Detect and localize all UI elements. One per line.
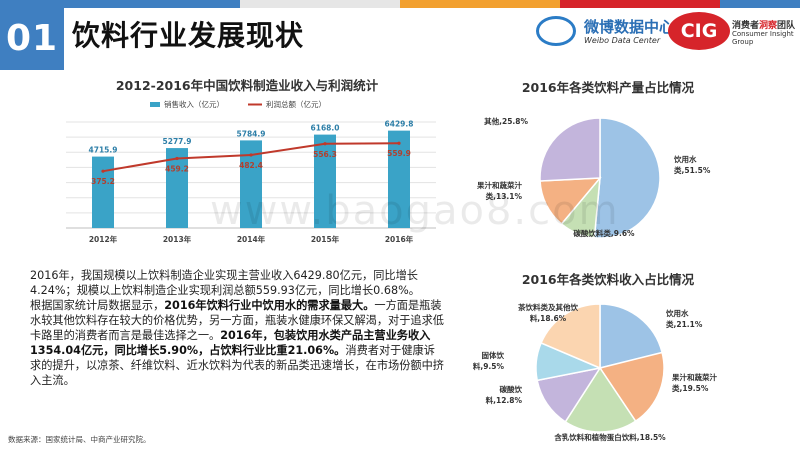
data-label-profit: 559.9 xyxy=(387,149,411,158)
watermark: www.baogao8.com xyxy=(210,188,620,234)
bar-revenue xyxy=(388,130,410,228)
pie-slice-value: 类,51.5% xyxy=(674,165,711,175)
pie-slice xyxy=(593,117,661,239)
body-paragraph-2: 根据国家统计局数据显示，2016年饮料行业中饮用水的需求量最大。一方面是瓶装水较… xyxy=(30,299,444,387)
data-label-revenue: 5277.9 xyxy=(163,137,192,146)
cig-logo-mark: CIG xyxy=(668,12,730,50)
pie-slice-label: 果汁和蔬菜汁 xyxy=(477,180,522,190)
pie-slice-label: 碳酸饮料类,9.6% xyxy=(573,228,635,238)
pie-slice xyxy=(599,303,663,369)
data-label-revenue: 6429.8 xyxy=(385,120,414,129)
data-label-profit: 482.4 xyxy=(239,161,263,170)
bar-revenue xyxy=(166,148,188,228)
legend-swatch-revenue xyxy=(150,102,160,107)
data-label-profit: 375.2 xyxy=(91,177,115,186)
pie-slice-label: 其他,25.8% xyxy=(484,116,528,126)
data-label-profit: 556.3 xyxy=(313,150,337,159)
top-color-bar xyxy=(0,0,800,8)
point-profit xyxy=(249,153,253,157)
bar-revenue xyxy=(314,134,336,228)
pie-slice-value: 料,9.5% xyxy=(473,361,505,371)
pie-slice-value: 类,13.1% xyxy=(486,191,523,201)
legend-label-revenue: 销售收入（亿元） xyxy=(164,99,224,109)
pie-slice-label: 碳酸饮 xyxy=(500,384,523,394)
weibo-logo-name: 微博数据中心 xyxy=(584,18,675,36)
pie-slice xyxy=(598,351,665,423)
pie-slice-label: 固体饮 xyxy=(482,350,505,360)
pie-slice-label: 含乳饮料和植物蛋白饮料,18.5% xyxy=(554,432,666,442)
pie-slice xyxy=(564,366,637,433)
bar-revenue xyxy=(92,156,114,228)
data-label-revenue: 5784.9 xyxy=(237,129,266,138)
pie-slice-label: 茶饮料类及其他饮 xyxy=(517,302,578,312)
weibo-logo-icon xyxy=(536,16,576,46)
point-profit xyxy=(397,141,401,145)
legend-label-profit: 利润总额（亿元） xyxy=(266,99,326,109)
point-profit xyxy=(101,169,105,173)
data-label-revenue: 6168.0 xyxy=(311,124,340,133)
pie-slice-value: 类,19.5% xyxy=(672,383,709,393)
pie-slice-value: 类,21.1% xyxy=(666,319,703,329)
cig-logo: CIG 消费者洞察团队 Consumer Insight Group xyxy=(668,12,796,50)
pie-slice xyxy=(539,117,601,182)
section-number-badge: 01 xyxy=(0,8,64,70)
pie-slice-label: 饮用水 xyxy=(665,308,689,318)
bar-revenue xyxy=(240,140,262,228)
x-tick-label: 2016年 xyxy=(385,234,414,244)
pie-title: 2016年各类饮料收入占比情况 xyxy=(522,272,695,287)
pie-slice xyxy=(540,303,601,370)
pie-slice-value: 料,18.6% xyxy=(530,313,567,323)
x-tick-label: 2015年 xyxy=(311,234,340,244)
x-tick-label: 2014年 xyxy=(237,234,266,244)
point-profit xyxy=(323,142,327,146)
weibo-data-center-logo: 微博数据中心 Weibo Data Center xyxy=(536,14,674,48)
pie-slice-value: 料,12.8% xyxy=(486,395,523,405)
data-label-profit: 459.2 xyxy=(165,164,189,173)
pie-slice-label: 饮用水 xyxy=(673,154,697,164)
weibo-logo-english: Weibo Data Center xyxy=(584,36,661,45)
body-text: 2016年，我国规模以上饮料制造企业实现主营业收入6429.80亿元，同比增长4… xyxy=(30,268,446,388)
pie-slice-label: 果汁和蔬菜汁 xyxy=(672,372,717,382)
x-tick-label: 2013年 xyxy=(163,234,192,244)
cig-logo-english: Consumer Insight Group xyxy=(732,30,794,46)
data-source-note: 数据来源：国家统计局、中商产业研究院。 xyxy=(8,435,151,444)
x-tick-label: 2012年 xyxy=(89,234,118,244)
data-label-revenue: 4715.9 xyxy=(89,146,118,155)
cig-logo-name: 消费者洞察团队 xyxy=(732,21,796,31)
point-profit xyxy=(175,156,179,161)
pie-title: 2016年各类饮料产量占比情况 xyxy=(522,80,695,95)
page-title: 饮料行业发展现状 xyxy=(72,19,305,52)
chart-title: 2012-2016年中国饮料制造业收入与利润统计 xyxy=(116,78,379,93)
body-paragraph-1: 2016年，我国规模以上饮料制造企业实现主营业收入6429.80亿元，同比增长4… xyxy=(30,269,420,297)
